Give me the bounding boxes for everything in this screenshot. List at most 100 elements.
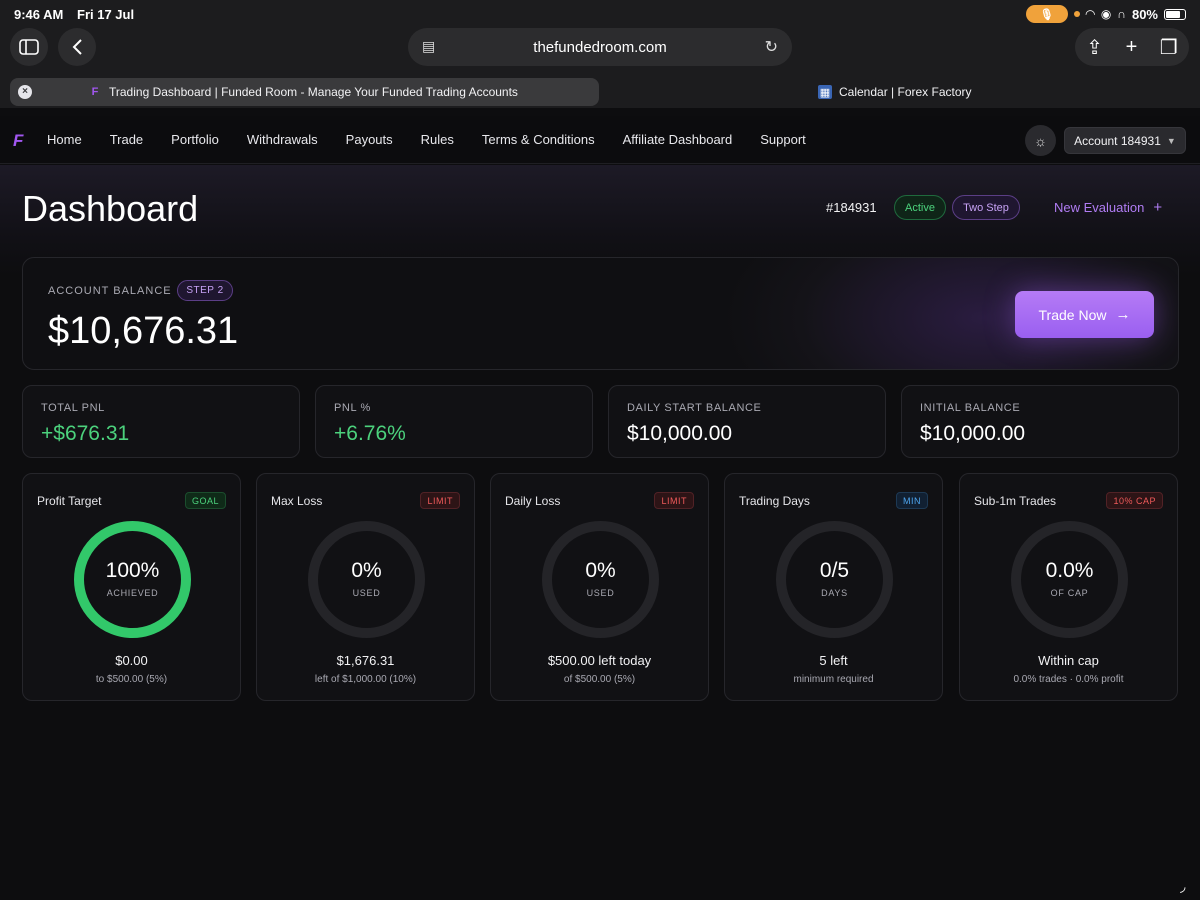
nav-link-home[interactable]: Home — [47, 132, 82, 147]
balance-value: $10,676.31 — [48, 310, 239, 352]
balance-label: ACCOUNT BALANCE — [48, 285, 172, 297]
sidebar-toggle-button[interactable] — [10, 28, 48, 66]
stat-card-pnl-percent: PNL % +6.76% — [315, 385, 593, 458]
metric-card-sub-1m-trades: Sub-1m Trades 10% CAP 0.0% OF CAP Within… — [959, 473, 1178, 701]
metric-tag: LIMIT — [420, 492, 460, 509]
tab-trading-dashboard[interactable]: × F Trading Dashboard | Funded Room - Ma… — [10, 78, 599, 106]
page-menu-icon[interactable]: ▤ — [422, 38, 436, 54]
metric-tag: 10% CAP — [1106, 492, 1163, 509]
tab-title: Trading Dashboard | Funded Room - Manage… — [109, 85, 518, 99]
theme-toggle-button[interactable]: ☼ — [1025, 125, 1056, 156]
stat-value: $10,000.00 — [627, 422, 733, 445]
new-evaluation-button[interactable]: New Evaluation + — [1054, 199, 1162, 216]
ring-value: 0/5 — [819, 559, 850, 582]
status-bar: 9:46 AM Fri 17 Jul 🎙 ◠ ◉ ∩ 80% — [0, 0, 1200, 28]
arrow-right-icon: → — [1115, 306, 1131, 323]
ring-label: ACHIEVED — [106, 588, 159, 598]
progress-ring: 0% USED — [308, 521, 425, 638]
status-time: 9:46 AM — [14, 7, 64, 22]
stat-card-total-pnl: TOTAL PNL +$676.31 — [22, 385, 300, 458]
status-time-date: 9:46 AM Fri 17 Jul — [14, 7, 144, 22]
phase-badge: Two Step — [952, 195, 1020, 220]
metric-card-daily-loss: Daily Loss LIMIT 0% USED $500.00 left to… — [490, 473, 709, 701]
progress-ring: 0.0% OF CAP — [1011, 521, 1128, 638]
page-title: Dashboard — [22, 188, 199, 229]
metric-title: Sub-1m Trades — [974, 494, 1057, 508]
calendar-icon: ▦ — [818, 85, 832, 99]
stat-label: DAILY START BALANCE — [627, 402, 762, 414]
metric-tag: MIN — [896, 492, 928, 509]
nav-link-support[interactable]: Support — [760, 132, 806, 147]
metric-main: $0.00 — [115, 653, 148, 668]
recording-dot-icon — [1073, 11, 1080, 17]
stat-label: INITIAL BALANCE — [920, 402, 1021, 414]
funded-room-favicon-icon: F — [91, 86, 99, 98]
hero-background — [0, 165, 1200, 275]
battery-icon — [1164, 8, 1186, 20]
nav-link-affiliate[interactable]: Affiliate Dashboard — [622, 132, 733, 147]
plus-icon: + — [1153, 199, 1163, 216]
url-bar[interactable]: ▤ thefundedroom.com ↻ — [408, 28, 792, 66]
step-badge: STEP 2 — [177, 280, 233, 301]
metric-title: Trading Days — [739, 494, 810, 508]
url-text: thefundedroom.com — [533, 38, 667, 56]
nav-links: Home Trade Portfolio Withdrawals Payouts… — [47, 132, 834, 147]
stat-label: TOTAL PNL — [41, 402, 105, 414]
trade-now-label: Trade Now — [1038, 306, 1107, 323]
stat-label: PNL % — [334, 402, 371, 414]
metric-sub: minimum required — [793, 674, 874, 685]
metric-main: 5 left — [819, 653, 848, 668]
stat-value: $10,000.00 — [920, 422, 1026, 445]
tab-bar: × F Trading Dashboard | Funded Room - Ma… — [0, 76, 1200, 108]
resize-handle-icon[interactable]: ◞ — [1180, 878, 1186, 894]
nav-link-withdrawals[interactable]: Withdrawals — [246, 132, 318, 147]
metric-title: Profit Target — [37, 494, 102, 508]
account-balance-card: ACCOUNT BALANCE STEP 2 $10,676.31 Trade … — [22, 257, 1179, 370]
close-tab-icon[interactable]: × — [18, 85, 32, 99]
account-id: #184931 — [826, 200, 877, 215]
progress-ring: 0% USED — [542, 521, 659, 638]
metric-card-max-loss: Max Loss LIMIT 0% USED $1,676.31 left of… — [256, 473, 475, 701]
new-tab-plus-icon[interactable]: + — [1125, 35, 1138, 58]
ring-value: 0% — [585, 559, 616, 582]
metric-sub: left of $1,000.00 (10%) — [314, 674, 417, 685]
stat-value: +$676.31 — [41, 422, 130, 445]
ring-value: 0.0% — [1045, 559, 1094, 582]
metric-sub: of $500.00 (5%) — [563, 674, 636, 685]
metric-card-profit-target: Profit Target GOAL 100% ACHIEVED $0.00 t… — [22, 473, 241, 701]
site-navbar: F Home Trade Portfolio Withdrawals Payou… — [0, 116, 1200, 164]
metric-title: Max Loss — [271, 494, 323, 508]
reload-icon[interactable]: ↻ — [764, 39, 778, 56]
brand-logo[interactable]: F — [13, 131, 24, 150]
ring-label: OF CAP — [1050, 588, 1089, 598]
metric-main: Within cap — [1038, 653, 1099, 668]
stat-card-initial-balance: INITIAL BALANCE $10,000.00 — [901, 385, 1179, 458]
microphone-icon: 🎙 — [1025, 5, 1068, 23]
ring-label: DAYS — [821, 588, 848, 598]
nav-link-payouts[interactable]: Payouts — [345, 132, 393, 147]
status-badge: Active — [894, 195, 946, 220]
back-button[interactable] — [58, 28, 96, 66]
share-icon[interactable]: ⇪ — [1086, 36, 1104, 59]
metric-card-trading-days: Trading Days MIN 0/5 DAYS 5 left minimum… — [724, 473, 943, 701]
nav-link-trade[interactable]: Trade — [109, 132, 144, 147]
sidebar-icon — [19, 39, 39, 55]
trade-now-button[interactable]: Trade Now → — [1015, 291, 1154, 338]
new-evaluation-label: New Evaluation — [1054, 200, 1145, 215]
ring-label: USED — [586, 588, 615, 598]
tabs-overview-icon[interactable]: ❐ — [1159, 36, 1178, 59]
progress-ring: 100% ACHIEVED — [74, 521, 191, 638]
nav-link-rules[interactable]: Rules — [420, 132, 454, 147]
tab-forex-calendar[interactable]: ▦ Calendar | Forex Factory — [604, 78, 1190, 106]
nav-link-terms[interactable]: Terms & Conditions — [481, 132, 595, 147]
metric-tag: LIMIT — [654, 492, 694, 509]
nav-link-portfolio[interactable]: Portfolio — [171, 132, 219, 147]
metric-main: $1,676.31 — [336, 653, 395, 668]
tab-title: Calendar | Forex Factory — [839, 85, 972, 99]
progress-ring: 0/5 DAYS — [776, 521, 893, 638]
metric-sub: 0.0% trades · 0.0% profit — [1013, 674, 1124, 685]
account-selector[interactable]: Account 184931 ▼ — [1064, 127, 1186, 154]
ring-value: 0% — [351, 559, 382, 582]
metric-tag: GOAL — [184, 492, 226, 509]
status-icons: 🎙 ◠ ◉ ∩ 80% — [1025, 5, 1186, 23]
